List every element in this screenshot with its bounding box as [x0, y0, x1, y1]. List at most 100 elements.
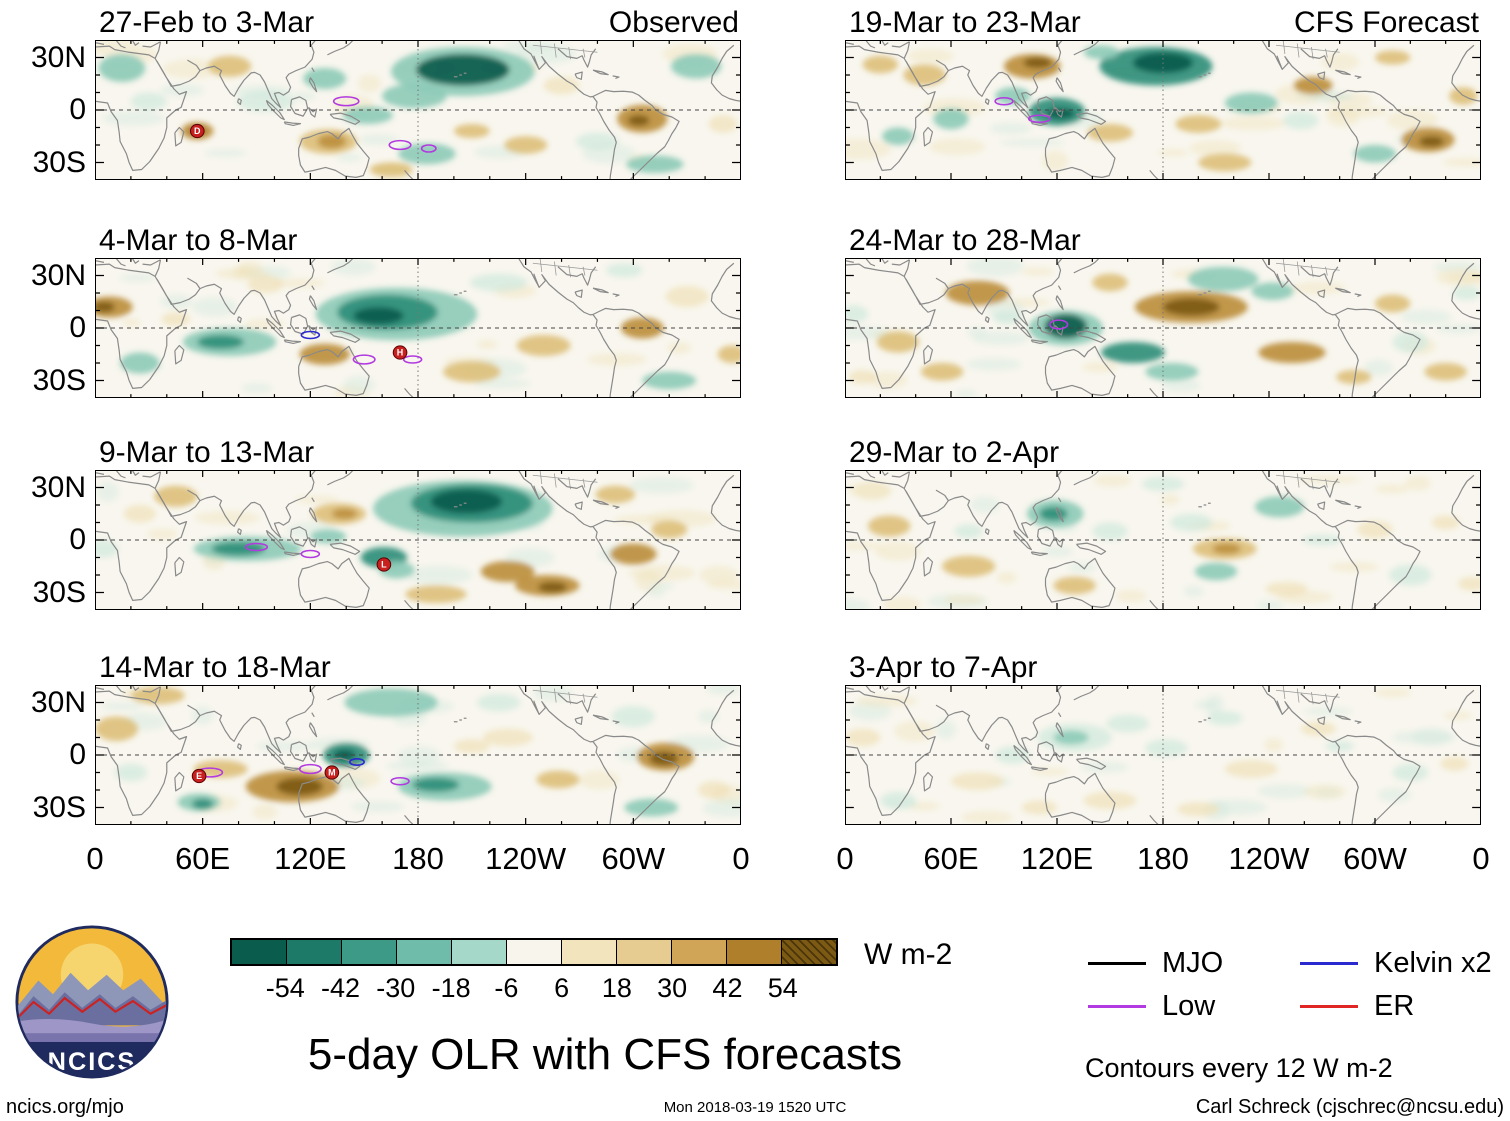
x-axis-tick-label: 120W: [1228, 841, 1310, 876]
colorbar-tick-label: -30: [376, 973, 416, 1003]
x-axis-tick-label: 60E: [923, 841, 979, 876]
colorbar-segment: [232, 940, 286, 964]
x-axis-tick-label: 60W: [601, 841, 666, 876]
colorbar-tick-label: -42: [321, 973, 361, 1003]
legend-line: [1300, 961, 1358, 965]
map-frame: [845, 40, 1481, 180]
panel-title: 9-Mar to 13-Mar: [99, 436, 315, 469]
panel-left-3: 14-Mar to 18-Mar E M 0 60E 120E 180 120W 60W 0: [86, 649, 749, 876]
svg-text:H: H: [397, 348, 403, 358]
panel-title: 24-Mar to 28-Mar: [849, 224, 1081, 257]
legend-line: [1088, 961, 1146, 965]
colorbar-segment: [286, 940, 341, 964]
x-axis-labels: 0 60E 120E 180 120W 60W 0: [836, 833, 1489, 876]
panel-right-0: 19-Mar to 23-Mar CFS Forecast: [845, 4, 1481, 180]
olr-map-6: [845, 470, 1481, 610]
svg-text:D: D: [194, 126, 201, 136]
logo-text: NCICS: [48, 1048, 137, 1076]
panel-right-2: 29-Mar to 2-Apr: [845, 434, 1481, 610]
colorbar-segment: [396, 940, 451, 964]
panel-title: 19-Mar to 23-Mar: [849, 6, 1081, 39]
x-axis-tick-label: 180: [392, 841, 444, 876]
x-axis-tick-label: 60W: [1343, 841, 1407, 876]
y-axis-tick-label: 0: [69, 93, 86, 126]
panel-right-3: 3-Apr to 7-Apr 0 60E 120E 180 120W 60W 0: [836, 649, 1489, 876]
legend-item-mjo: MJO: [1088, 946, 1223, 980]
y-axis-tick-label: 30N: [30, 685, 86, 719]
colorbar-segment: [781, 940, 836, 964]
map-frame: [845, 258, 1481, 398]
x-axis-tick-label: 120E: [1020, 841, 1094, 876]
map-frame: [845, 685, 1481, 825]
colorbar-segment: [341, 940, 396, 964]
y-axis-tick-label: 30S: [32, 790, 86, 824]
colorbar-segment: [506, 940, 561, 964]
panel-corner-label: CFS Forecast: [1293, 6, 1479, 39]
panel-title: 4-Mar to 8-Mar: [99, 224, 298, 257]
panel-left-0: 27-Feb to 3-Mar Observed D: [95, 4, 741, 180]
y-axis-tick-label: 30S: [32, 575, 86, 609]
colorbar-tick-label: 54: [767, 973, 798, 1003]
ncics-logo-image: NCICS: [15, 925, 169, 1079]
panel-title-row: 19-Mar to 23-Mar CFS Forecast: [845, 4, 1481, 40]
panel-title-row: 9-Mar to 13-Mar: [95, 434, 741, 470]
colorbar-segment: [561, 940, 616, 964]
colorbar-tick-label: 6: [554, 973, 570, 1003]
panel-title-row: 3-Apr to 7-Apr: [845, 649, 1481, 685]
footer-credit: Carl Schreck (cjschrec@ncsu.edu): [1195, 1096, 1504, 1118]
colorbar-segment: [726, 940, 781, 964]
olr-map-1: H: [95, 258, 741, 398]
panel-title: 14-Mar to 18-Mar: [99, 651, 331, 684]
panel-title: 27-Feb to 3-Mar: [99, 6, 315, 39]
x-axis-tick-label: 0: [732, 841, 750, 876]
legend-label: Kelvin x2: [1374, 946, 1492, 979]
footer-url: ncics.org/mjo: [6, 1096, 124, 1118]
x-axis-tick-label: 0: [86, 841, 104, 876]
y-axis-tick-label: 30N: [30, 40, 86, 74]
map-frame: [845, 470, 1481, 610]
colorbar-tick-label: -18: [431, 973, 471, 1003]
y-axis-tick-label: 0: [69, 311, 86, 344]
y-axis-tick-label: 0: [69, 523, 86, 556]
x-axis-tick-label: 60E: [175, 841, 231, 876]
panel-title: 3-Apr to 7-Apr: [849, 651, 1038, 684]
colorbar-segment: [671, 940, 726, 964]
ncics-logo: NCICS: [14, 924, 170, 1080]
olr-map-5: [845, 258, 1481, 398]
colorbar-tick-label: -54: [265, 973, 305, 1003]
x-axis-tick-label: 0: [1472, 841, 1490, 876]
olr-map-4: [845, 40, 1481, 180]
colorbar-tick-label: 30: [657, 973, 688, 1003]
svg-text:E: E: [196, 771, 202, 781]
colorbar-tick-label: -6: [494, 973, 519, 1003]
legend-label: ER: [1374, 989, 1415, 1022]
svg-text:M: M: [328, 768, 335, 778]
panel-right-1: 24-Mar to 28-Mar: [845, 222, 1481, 398]
footer-timestamp: Mon 2018-03-19 1520 UTC: [663, 1099, 847, 1116]
x-axis-tick-label: 180: [1137, 841, 1189, 876]
panel-left-2: 9-Mar to 13-Mar L: [95, 434, 741, 610]
panel-corner-label: Observed: [608, 6, 739, 39]
map-frame: H: [95, 258, 741, 398]
olr-map-7: [845, 685, 1481, 825]
panel-title-row: 24-Mar to 28-Mar: [845, 222, 1481, 258]
colorbar: [230, 938, 838, 966]
y-axis-tick-label: 30S: [32, 363, 86, 397]
colorbar-segment: [616, 940, 671, 964]
legend-label: Low: [1162, 989, 1216, 1022]
panel-title-row: 14-Mar to 18-Mar: [95, 649, 741, 685]
colorbar-segment: [451, 940, 506, 964]
colorbar-tick-label: 18: [601, 973, 632, 1003]
y-axis-tick-label: 30N: [30, 258, 86, 292]
legend-item-er: ER: [1300, 989, 1414, 1023]
x-axis-tick-label: 120E: [274, 841, 347, 876]
contour-note: Contours every 12 W m-2: [1085, 1053, 1393, 1083]
olr-map-2: L: [95, 470, 741, 610]
colorbar-tick-label: 42: [712, 973, 743, 1003]
panel-title-row: 29-Mar to 2-Apr: [845, 434, 1481, 470]
x-axis-tick-label: 120W: [485, 841, 567, 876]
legend-label: MJO: [1162, 946, 1224, 979]
legend-item-kelvin-x2: Kelvin x2: [1300, 946, 1492, 980]
